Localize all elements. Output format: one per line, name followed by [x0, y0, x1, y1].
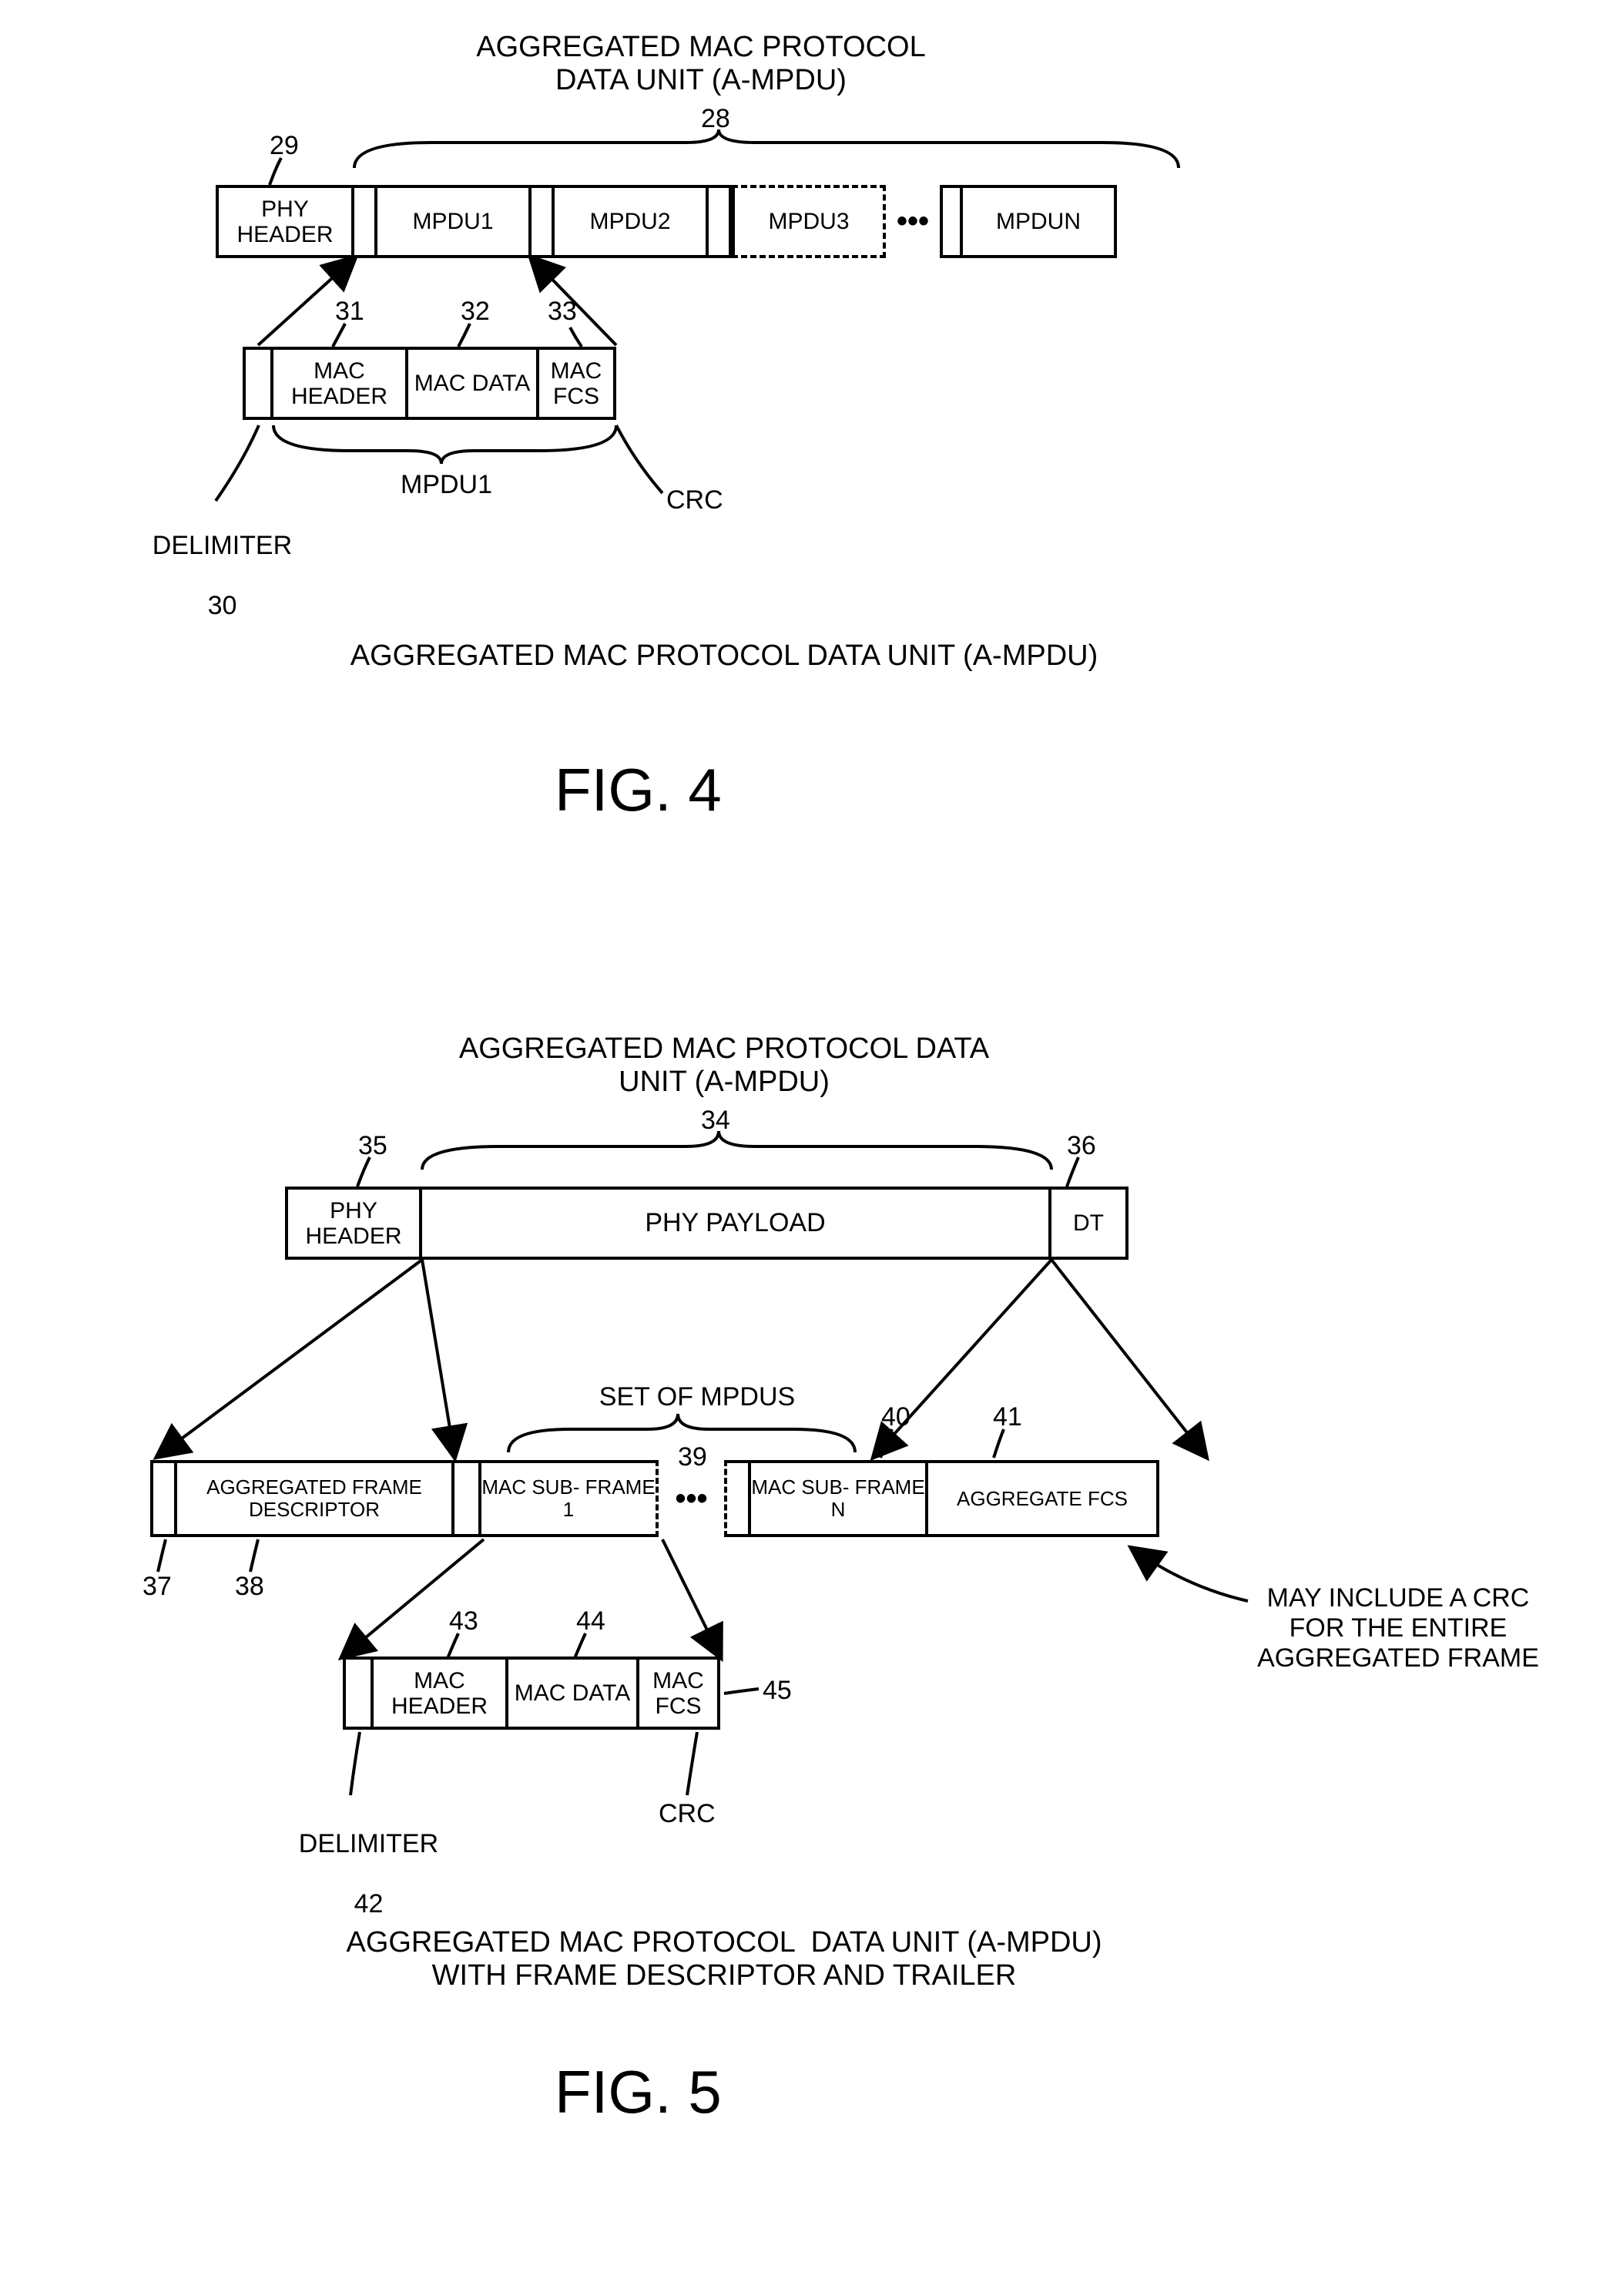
phy-header-box: PHY HEADER — [285, 1187, 422, 1260]
ref-29: 29 — [270, 131, 299, 161]
fig5-subtitle: AGGREGATED MAC PROTOCOL DATA UNIT (A-MPD… — [262, 1926, 1186, 1992]
delim-box-1 — [354, 185, 377, 258]
fig5-row1: PHY HEADER PHY PAYLOAD DT — [285, 1187, 1128, 1260]
mpdu2-box: MPDU2 — [555, 185, 709, 258]
mac-fcs-box: MAC FCS — [539, 347, 616, 420]
figure-4: AGGREGATED MAC PROTOCOL DATA UNIT (A-MPD… — [31, 31, 1572, 940]
crc-note: MAY INCLUDE A CRC FOR THE ENTIRE AGGREGA… — [1232, 1583, 1564, 1673]
fig4-top-title: AGGREGATED MAC PROTOCOL DATA UNIT (A-MPD… — [393, 31, 1009, 97]
phy-header-box: PHY HEADER — [216, 185, 354, 258]
mac-data-box: MAC DATA — [408, 347, 539, 420]
fig4-row1: PHY HEADER MPDU1 MPDU2 MPDU3 ••• MPDUN — [216, 185, 1117, 258]
crc-label: CRC — [666, 485, 723, 515]
row3-delim — [343, 1657, 374, 1730]
afcs-box: AGGREGATE FCS — [928, 1460, 1159, 1537]
phy-payload-box: PHY PAYLOAD — [422, 1187, 1051, 1260]
mpdu1-box: MPDU1 — [377, 185, 532, 258]
fig4-row2: MAC HEADER MAC DATA MAC FCS — [243, 347, 616, 420]
delimiter-label: DELIMITER 30 — [123, 501, 292, 651]
ref-37: 37 — [143, 1572, 172, 1602]
ref-33: 33 — [548, 297, 577, 327]
fig4-subtitle: AGGREGATED MAC PROTOCOL DATA UNIT (A-MPD… — [262, 639, 1186, 673]
row2-delim3 — [724, 1460, 751, 1537]
mac-data-box5: MAC DATA — [508, 1657, 639, 1730]
mac-header-box5: MAC HEADER — [374, 1657, 508, 1730]
figure-5: AGGREGATED MAC PROTOCOL DATA UNIT (A-MPD… — [31, 1032, 1572, 2173]
dots: ••• — [886, 185, 940, 258]
dots5: ••• — [659, 1460, 724, 1537]
ref-44: 44 — [576, 1606, 605, 1636]
ref-31: 31 — [335, 297, 364, 327]
row2-delim2 — [454, 1460, 481, 1537]
ref-34: 34 — [701, 1106, 730, 1136]
delim-box-n — [940, 185, 963, 258]
mac-header-box: MAC HEADER — [273, 347, 408, 420]
ref-35: 35 — [358, 1131, 387, 1161]
ref-45: 45 — [763, 1676, 792, 1706]
fig5-row3: MAC HEADER MAC DATA MAC FCS — [343, 1657, 720, 1730]
fig5-label: FIG. 5 — [555, 2057, 722, 2127]
fig4-overlay — [31, 31, 1572, 940]
mpdu1-underlabel: MPDU1 — [401, 470, 492, 500]
delim-box-2 — [532, 185, 555, 258]
ref-41: 41 — [993, 1402, 1022, 1432]
ref-32: 32 — [461, 297, 490, 327]
msf1-box: MAC SUB- FRAME 1 — [481, 1460, 659, 1537]
fig5-top-title: AGGREGATED MAC PROTOCOL DATA UNIT (A-MPD… — [408, 1032, 1040, 1099]
row2-delim — [150, 1460, 177, 1537]
mac-fcs-box5: MAC FCS — [639, 1657, 720, 1730]
ref-40: 40 — [881, 1402, 910, 1432]
ref-43: 43 — [449, 1606, 478, 1636]
delimiter-small-box — [243, 347, 273, 420]
mpdun-box: MPDUN — [963, 185, 1117, 258]
ref-38: 38 — [235, 1572, 264, 1602]
fig4-label: FIG. 4 — [555, 755, 722, 825]
ref-28: 28 — [701, 104, 730, 134]
msfn-box: MAC SUB- FRAME N — [751, 1460, 928, 1537]
afd-box: AGGREGATED FRAME DESCRIPTOR — [177, 1460, 454, 1537]
dt-box: DT — [1051, 1187, 1128, 1260]
mpdu3-box: MPDU3 — [732, 185, 886, 258]
ref-36: 36 — [1067, 1131, 1096, 1161]
fig5-row2: AGGREGATED FRAME DESCRIPTOR MAC SUB- FRA… — [150, 1460, 1159, 1537]
delim-box-3 — [709, 185, 732, 258]
crc-label5: CRC — [659, 1799, 716, 1829]
